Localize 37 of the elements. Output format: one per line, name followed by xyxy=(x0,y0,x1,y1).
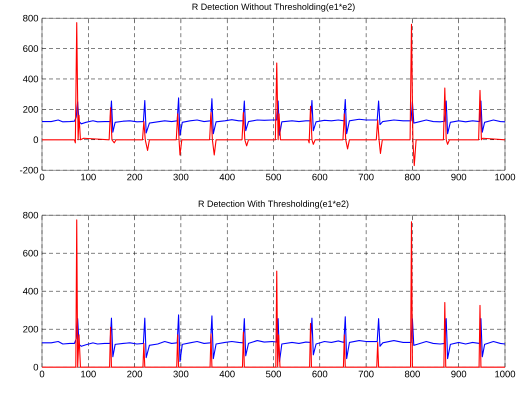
chart-title: R Detection With Thresholding(e1*e2) xyxy=(198,200,348,209)
x-tick-label: 1000 xyxy=(495,174,516,180)
x-tick-label: 600 xyxy=(312,174,328,180)
x-tick-label: 400 xyxy=(220,174,235,180)
x-tick-label: 600 xyxy=(312,370,328,378)
x-tick-label: 700 xyxy=(358,370,374,378)
line-series xyxy=(41,219,506,368)
x-tick-label: 700 xyxy=(358,174,374,180)
chart-title: R Detection Without Thresholding(e1*e2) xyxy=(192,3,355,12)
y-tick-label: 600 xyxy=(23,45,38,52)
x-tick-label: 900 xyxy=(451,370,466,378)
y-tick-label: 200 xyxy=(23,106,38,113)
x-tick-label: 900 xyxy=(451,174,466,180)
x-tick-label: 0 xyxy=(40,174,44,180)
x-tick-label: 200 xyxy=(127,370,142,378)
y-tick-label: 400 xyxy=(22,288,38,294)
y-tick-label: 0 xyxy=(34,364,38,370)
y-tick-label: 0 xyxy=(34,136,38,144)
x-tick-label: 800 xyxy=(404,370,420,378)
x-tick-label: 300 xyxy=(173,370,188,378)
x-tick-label: 0 xyxy=(40,370,44,378)
line-series xyxy=(41,22,506,166)
x-tick-label: 1000 xyxy=(495,370,516,378)
x-tick-label: 100 xyxy=(81,370,96,378)
y-tick-label: 200 xyxy=(23,326,38,332)
x-tick-label: 200 xyxy=(127,174,142,180)
x-tick-label: 800 xyxy=(404,174,420,180)
y-tick-label: 400 xyxy=(22,76,38,82)
x-tick-label: 100 xyxy=(81,174,96,180)
y-tick-label: 800 xyxy=(23,212,38,218)
x-tick-label: 400 xyxy=(220,370,235,378)
x-tick-label: 300 xyxy=(173,174,188,180)
x-tick-label: 500 xyxy=(266,370,282,378)
y-tick-label: 800 xyxy=(23,14,38,22)
y-tick-label: 600 xyxy=(23,250,38,256)
x-tick-label: 500 xyxy=(266,174,282,180)
y-tick-label: -200 xyxy=(20,166,38,174)
